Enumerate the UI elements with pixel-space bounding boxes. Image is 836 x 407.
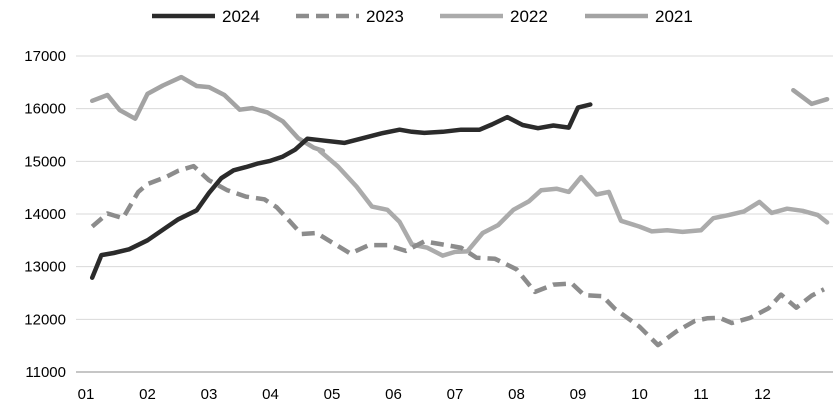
x-tick-label: 04 — [262, 386, 279, 403]
series-layer — [89, 74, 830, 348]
x-tick-label: 10 — [631, 386, 648, 403]
y-tick-label: 15000 — [24, 153, 66, 170]
x-tick-label: 03 — [201, 386, 218, 403]
x-tick-label: 01 — [78, 386, 95, 403]
y-tick-label: 11000 — [25, 364, 66, 381]
series-line-2021-segment-1 — [89, 74, 326, 154]
grid-lines — [76, 55, 833, 373]
y-tick-label: 16000 — [24, 101, 66, 118]
series-line-2022 — [317, 148, 830, 258]
x-tick-label: 12 — [754, 386, 771, 403]
y-axis-ticks: 11000 12000 13000 14000 15000 16000 17000 — [24, 48, 66, 381]
legend-label-2024: 2024 — [222, 7, 260, 26]
x-tick-label: 02 — [139, 386, 156, 403]
x-axis-ticks: 01 02 03 04 05 06 07 08 09 10 11 12 — [78, 386, 771, 403]
y-tick-label: 17000 — [24, 48, 66, 65]
x-tick-label: 11 — [693, 386, 709, 403]
x-tick-label: 09 — [570, 386, 587, 403]
series-line-2024 — [89, 102, 593, 280]
legend-label-2022: 2022 — [510, 7, 548, 26]
x-tick-label: 07 — [447, 386, 464, 403]
x-tick-label: 08 — [508, 386, 525, 403]
series-line-2021-segment-2 — [791, 87, 830, 107]
series-line-2023 — [90, 163, 826, 348]
x-tick-label: 05 — [324, 386, 341, 403]
y-tick-label: 13000 — [24, 259, 66, 276]
legend: 2024 2023 2022 2021 — [152, 7, 693, 26]
legend-label-2021: 2021 — [655, 7, 693, 26]
y-tick-label: 14000 — [24, 206, 66, 223]
x-tick-label: 06 — [385, 386, 402, 403]
y-tick-label: 12000 — [24, 311, 66, 328]
legend-label-2023: 2023 — [366, 7, 404, 26]
